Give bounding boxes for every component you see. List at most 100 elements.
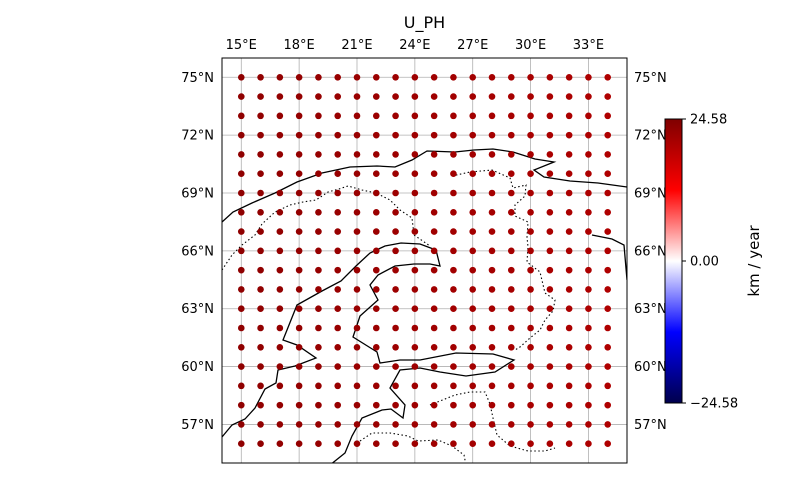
data-point (546, 286, 554, 293)
data-point (334, 228, 342, 235)
data-point (276, 305, 284, 313)
data-point (411, 131, 419, 139)
data-point (295, 247, 303, 255)
data-point (469, 305, 477, 313)
data-point (585, 112, 592, 120)
data-point (604, 73, 612, 81)
data-point (430, 93, 438, 100)
data-point (565, 343, 573, 351)
data-point (604, 324, 612, 332)
data-point (392, 343, 399, 351)
data-point (604, 363, 612, 370)
data-point (565, 440, 573, 448)
data-point (546, 112, 554, 120)
data-point (257, 363, 264, 370)
data-point (450, 112, 457, 120)
data-point (430, 382, 438, 390)
data-point (372, 170, 380, 178)
data-point (353, 93, 361, 100)
data-point (546, 440, 554, 448)
data-point (488, 208, 496, 216)
data-point (276, 440, 284, 448)
data-point (276, 363, 284, 370)
data-point (430, 170, 438, 178)
data-point (295, 131, 303, 139)
data-point (237, 151, 245, 158)
data-point (488, 324, 496, 332)
data-point (353, 208, 361, 216)
border-finland-russia (451, 169, 556, 351)
data-point (604, 112, 612, 120)
data-point (527, 189, 534, 197)
data-point (488, 266, 496, 274)
data-point (237, 247, 245, 255)
data-point (585, 324, 592, 332)
tick-label-lat-right: 60°N (634, 360, 667, 375)
data-point (315, 151, 322, 158)
data-point (527, 170, 534, 178)
data-point (276, 382, 284, 390)
data-point (315, 112, 322, 120)
data-point (276, 266, 284, 274)
tick-label-lat-right: 69°N (634, 187, 667, 202)
data-point (392, 324, 399, 332)
data-point (237, 93, 245, 100)
data-point (276, 286, 284, 293)
data-point (315, 131, 322, 139)
data-point (315, 208, 322, 216)
data-point (585, 131, 592, 139)
data-point (507, 363, 515, 370)
data-point (334, 343, 342, 351)
data-point (392, 440, 399, 448)
data-point (604, 266, 612, 274)
data-point (257, 93, 264, 100)
coastline-baltic-west (222, 242, 516, 463)
data-point (334, 93, 342, 100)
data-point (604, 151, 612, 158)
data-point (469, 382, 477, 390)
data-point (527, 247, 534, 255)
data-point (430, 324, 438, 332)
data-point (237, 189, 245, 197)
data-point (507, 247, 515, 255)
tick-label-lat-right: 72°N (634, 129, 667, 144)
colorbar-gradient (664, 118, 683, 404)
data-point (315, 382, 322, 390)
data-point (353, 131, 361, 139)
data-point (565, 324, 573, 332)
data-point (546, 343, 554, 351)
data-point (488, 247, 496, 255)
data-point (372, 343, 380, 351)
data-point (604, 93, 612, 100)
data-point (295, 208, 303, 216)
data-point (257, 131, 264, 139)
border-scandinavia (222, 185, 431, 271)
data-point (276, 343, 284, 351)
data-point (295, 228, 303, 235)
data-point (372, 189, 380, 197)
data-point (469, 247, 477, 255)
data-point (450, 151, 457, 158)
data-point (237, 382, 245, 390)
data-point (237, 324, 245, 332)
data-point (295, 93, 303, 100)
data-point (411, 170, 419, 178)
data-point (546, 421, 554, 428)
data-point (604, 189, 612, 197)
data-point (257, 189, 264, 197)
data-point (585, 151, 592, 158)
data-point (353, 151, 361, 158)
data-point (237, 401, 245, 409)
data-point (488, 151, 496, 158)
data-point (257, 324, 264, 332)
data-point (411, 421, 419, 428)
data-point (372, 131, 380, 139)
data-point (430, 363, 438, 370)
data-point (237, 73, 245, 81)
data-point (488, 112, 496, 120)
data-point (334, 151, 342, 158)
data-point (527, 93, 534, 100)
data-point (392, 189, 399, 197)
data-point (430, 247, 438, 255)
